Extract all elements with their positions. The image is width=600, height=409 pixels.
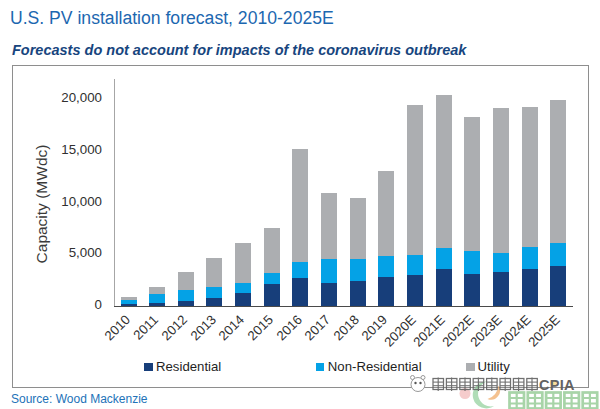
svg-text:CPIA: CPIA [539,377,575,393]
